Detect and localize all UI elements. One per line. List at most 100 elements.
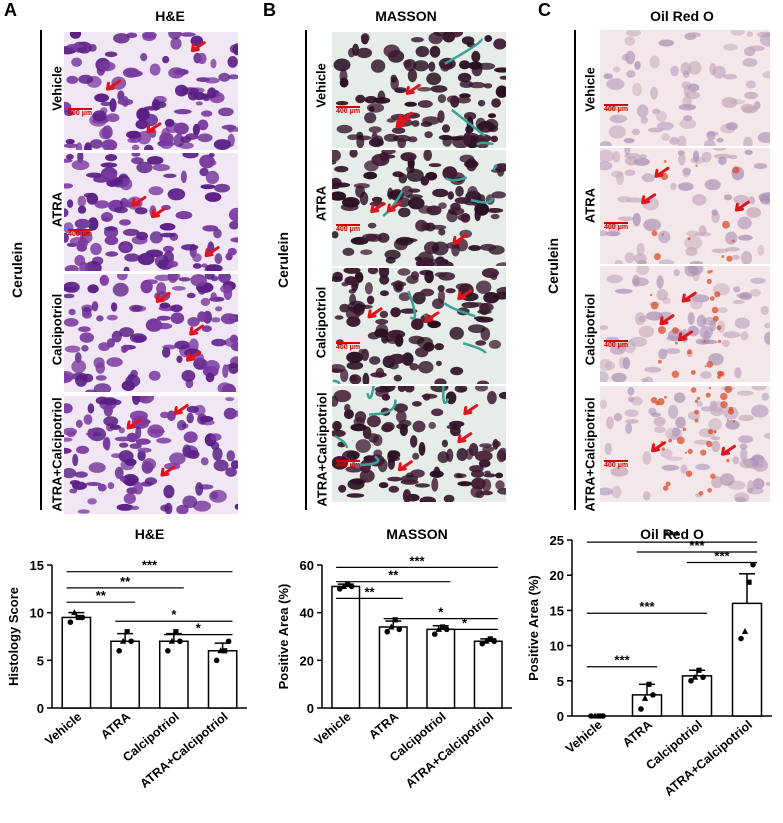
panel-b-row-label-atra: ATRA [313,185,329,222]
data-point [440,624,446,630]
panel-c-row-label-combo: ATRA+Calcipotriol [582,397,598,512]
x-tick-label: ATRA [98,710,133,742]
panel-a-bracket [40,30,42,510]
x-tick-label: ATRA+Calcipotriol [137,710,230,791]
data-point [696,667,702,673]
bar-0 [61,616,92,709]
y-tick-label: 0 [307,701,314,716]
data-point [431,631,438,637]
significance-label: ** [364,584,375,599]
panel-c-row-label-calcipotriol: Calcipotriol [582,293,598,366]
scale-bar-label: 400 μm [604,222,629,231]
data-point [596,713,602,719]
data-point [738,635,744,642]
scale-bar-label: 400 μm [336,460,361,469]
panel-b-row-label-combo: ATRA+Calcipotriol [314,392,330,507]
bar-3 [473,640,503,709]
scale-bar-label: 400 μm [68,229,93,238]
significance-label: * [196,621,202,636]
panel-a-title: H&E [155,8,185,24]
data-point [741,628,749,635]
panel-letter-b: B [263,0,276,20]
significance-label: * [462,615,468,630]
data-point [650,692,656,698]
panel-a-row-label-calcipotriol: Calcipotriol [49,293,65,366]
panel-a-row-label-combo: ATRA+Calcipotriol [49,397,65,512]
panel-b-row-label-vehicle: Vehicle [313,63,329,108]
y-tick-label: 20 [300,653,314,668]
chart-title: Oil Red O [640,526,704,542]
x-tick-label: ATRA [620,718,655,750]
data-point [384,628,391,635]
scale-bar-label: 400 μm [604,104,629,113]
data-point [691,673,699,680]
y-tick-label: 25 [550,533,564,548]
significance-label: * [438,605,444,620]
panel-c-group-label: Cerulein [545,238,561,295]
y-tick-label: 10 [550,639,564,654]
y-tick-label: 20 [550,568,564,583]
panel-c-title: Oil Red O [650,8,714,24]
significance-label: ** [96,588,107,603]
panel-b-group-label: Cerulein [275,232,291,289]
data-point [173,629,179,635]
micrograph-oil-red-o-calcipotriol: 400 μm [600,266,770,382]
panel-b-title: MASSON [375,8,437,24]
x-tick-label: Vehicle [312,710,354,748]
significance-label: *** [614,653,630,668]
data-point [340,582,347,589]
data-point [336,586,343,592]
bar-1 [378,626,408,709]
x-tick-label: ATRA+Calcipotriol [662,718,755,799]
significance-label: *** [409,553,425,568]
data-point [165,648,171,654]
chart-title: H&E [135,526,165,542]
chart-masson: MASSON 0 20 40 60 Positive Area (%) Vehicle ATR… [276,526,512,791]
micrograph-he-atra: 400 μm [64,153,238,271]
x-tick-label: ATRA+Calcipotriol [403,710,496,791]
scale-bar-label: 400 μm [604,340,629,349]
panel-a-row-label-atra: ATRA [49,191,65,228]
y-axis-label: Histology Score [6,587,21,686]
data-point [388,623,395,630]
panel-a-group-label: Cerulein [9,242,25,299]
panel-a-row-label-vehicle: Vehicle [49,66,65,111]
micrograph-oil-red-o-atra: 400 μm [600,148,770,264]
chart-title: MASSON [386,526,447,542]
bar-2 [426,628,456,709]
x-tick-label: ATRA [366,710,401,742]
micrograph-he-vehicle: 400 μm [64,32,238,150]
data-point [222,648,228,654]
y-tick-label: 40 [300,606,314,621]
significance-label: *** [664,528,680,543]
y-axis-label: Positive Area (%) [526,575,541,681]
bar-2 [158,640,189,709]
data-point [491,638,498,645]
data-point [168,637,176,644]
micrograph-masson-atra-calcipotriol: 400 μm [332,386,506,502]
y-tick-label: 15 [30,558,44,573]
panel-letter-a: A [4,0,17,20]
data-point [67,619,74,625]
panel-b-bracket [305,30,307,510]
scale-bar-label: 400 μm [336,224,361,233]
panel-c-bracket [574,30,576,510]
bar-2 [681,675,713,717]
significance-label: * [171,607,177,622]
y-axis-label: Positive Area (%) [276,584,291,690]
panel-c-row-label-vehicle: Vehicle [582,67,598,112]
micrograph-he-atra-calcipotriol [64,396,238,514]
micrograph-masson-vehicle: 400 μm [332,32,506,148]
data-point [79,614,86,621]
data-point [124,629,130,635]
micrograph-oil-red-o-vehicle: 400 μm [600,30,770,146]
data-point [479,640,486,647]
significance-label: *** [714,549,730,564]
data-point [746,579,752,585]
y-tick-label: 0 [557,709,564,724]
bar-3 [207,650,238,709]
chart-oil-red-o: Oil Red O 0 5 10 15 20 25 Positive Area (%) Vehi… [526,526,772,799]
y-tick-label: 0 [37,701,44,716]
y-tick-label: 5 [557,674,564,689]
